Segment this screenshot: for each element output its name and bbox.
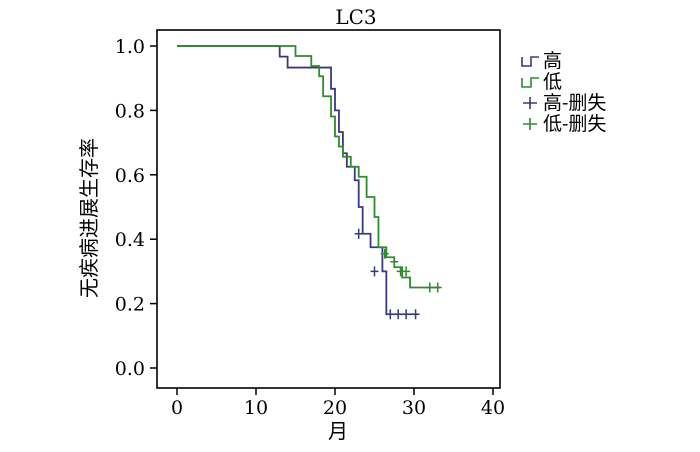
legend-label: 高 — [543, 50, 562, 72]
y-tick-label: 0.6 — [115, 165, 145, 187]
x-tick-label: 40 — [481, 397, 505, 419]
legend-label: 高-删失 — [543, 92, 606, 114]
series-line-0 — [177, 45, 418, 316]
censor-mark-0-5 — [411, 309, 420, 320]
y-tick-label: 1.0 — [115, 36, 145, 58]
censor-mark-0-1 — [370, 266, 379, 277]
legend-label: 低 — [543, 71, 562, 93]
plot-area: 0 10 20 30 40 0.0 0.2 0.4 0.6 0.8 1.0 — [115, 29, 505, 419]
y-tick-label: 0.4 — [115, 229, 145, 251]
legend-swatch-1 — [521, 77, 539, 88]
censor-mark-1-1 — [390, 256, 399, 267]
censor-mark-0-3 — [394, 309, 403, 320]
censor-mark-1-4 — [425, 282, 434, 293]
legend-swatch-0 — [521, 56, 539, 67]
censor-mark-0-4 — [402, 309, 411, 320]
x-tick-label: 0 — [171, 397, 183, 419]
legend-swatch-3 — [523, 118, 537, 130]
x-tick-label: 10 — [244, 397, 268, 419]
censor-mark-0-0 — [354, 228, 363, 239]
y-tick-label: 0.0 — [115, 358, 145, 380]
legend-swatch-2 — [523, 97, 537, 109]
y-axis-title: 无疾病进展生存率 — [77, 138, 101, 298]
y-tick-label: 0.8 — [115, 100, 145, 122]
series-line-1 — [177, 45, 441, 289]
censor-mark-0-2 — [386, 309, 395, 320]
censor-mark-1-5 — [433, 282, 442, 293]
x-axis-title: 月 — [328, 419, 348, 443]
y-tick-label: 0.2 — [115, 294, 145, 316]
censor-mark-1-3 — [402, 266, 411, 277]
plot-frame — [156, 29, 501, 389]
legend-label: 低-删失 — [543, 113, 606, 135]
chart-title: LC3 — [335, 5, 376, 29]
legend: 高低高-删失低-删失 — [521, 50, 606, 135]
censor-mark-1-0 — [380, 248, 389, 259]
x-tick-label: 20 — [323, 397, 347, 419]
x-tick-label: 30 — [402, 397, 426, 419]
